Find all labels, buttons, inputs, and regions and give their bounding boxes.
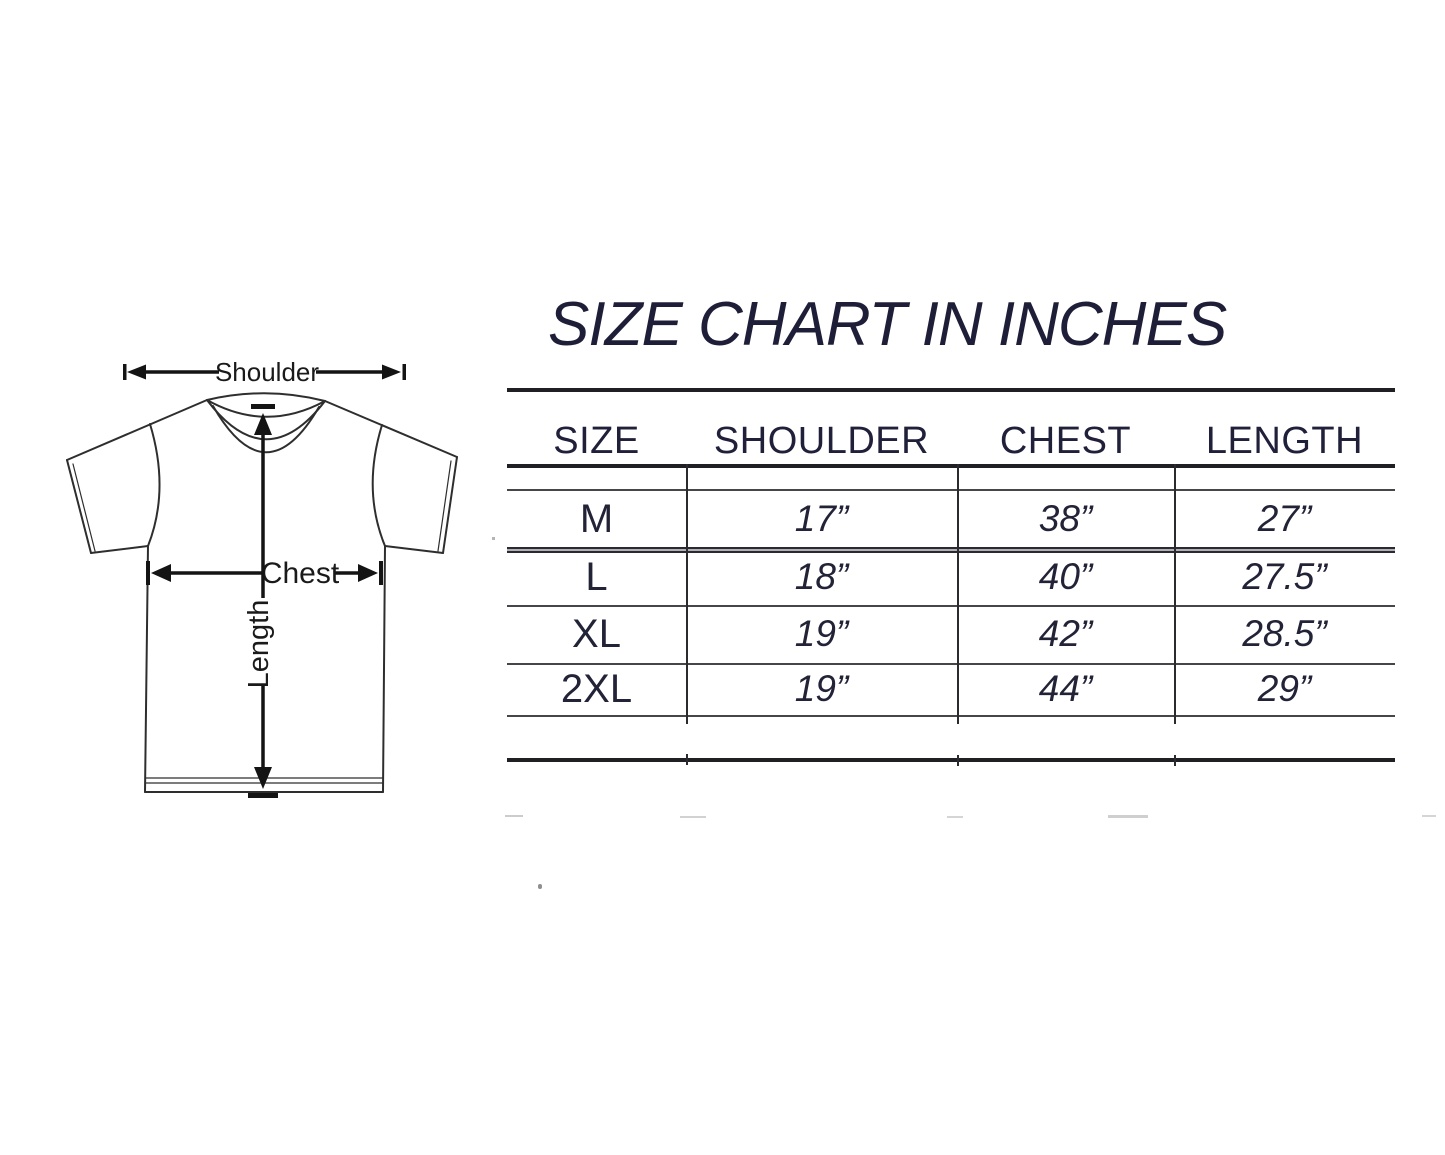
row-m-chest: 38” bbox=[1038, 498, 1093, 539]
length-arrow: Length bbox=[243, 404, 278, 798]
chest-arrow-right-endbar bbox=[379, 561, 383, 585]
column-divider-1 bbox=[686, 464, 688, 724]
table-rule-below-row-2xl bbox=[507, 715, 1395, 717]
left-armhole-seam bbox=[147, 423, 161, 547]
right-shoulder-edge bbox=[324, 400, 458, 458]
row-2xl-length: 29” bbox=[1257, 668, 1312, 709]
chest-arrowhead-left bbox=[151, 564, 171, 582]
table-rule-below-row-l bbox=[507, 605, 1395, 607]
right-cuff-seam bbox=[437, 460, 452, 552]
chest-arrow: Chest bbox=[146, 557, 383, 590]
shoulder-arrowhead-right bbox=[382, 364, 401, 380]
chest-label: Chest bbox=[261, 557, 340, 590]
row-m-shoulder: 17” bbox=[794, 498, 849, 539]
right-sleeve-bottom bbox=[384, 545, 444, 554]
tshirt-diagram: Shoulder Chest Length bbox=[66, 357, 458, 798]
right-cuff-edge bbox=[442, 456, 458, 554]
shoulder-arrow: Shoulder bbox=[123, 357, 406, 387]
length-arrowhead-down bbox=[254, 767, 272, 789]
row-xl-length: 28.5” bbox=[1242, 613, 1327, 654]
column-divider-3 bbox=[1174, 464, 1176, 724]
row-2xl-size: 2XL bbox=[560, 667, 633, 711]
table-rule-above-row-m bbox=[507, 489, 1395, 491]
row-l-shoulder: 18” bbox=[794, 556, 849, 597]
length-arrowhead-up bbox=[254, 413, 272, 435]
scan-artifact bbox=[1108, 815, 1148, 818]
row-l-length: 27.5” bbox=[1242, 556, 1327, 597]
table-top-rule bbox=[507, 388, 1395, 392]
shoulder-arrowhead-left bbox=[127, 364, 146, 380]
length-label: Length bbox=[243, 600, 275, 689]
row-m-size: M bbox=[579, 497, 614, 541]
header-shoulder: SHOULDER bbox=[713, 420, 930, 462]
scan-artifact bbox=[947, 816, 963, 818]
divider-remnant-tick bbox=[686, 754, 688, 765]
table-header-rule bbox=[507, 464, 1395, 468]
row-m-length: 27” bbox=[1257, 498, 1312, 539]
collar-top-edge bbox=[206, 392, 326, 402]
left-shoulder-edge bbox=[66, 399, 208, 461]
row-xl-shoulder: 19” bbox=[794, 613, 849, 654]
row-l-chest: 40” bbox=[1038, 556, 1093, 597]
right-side-edge bbox=[382, 545, 386, 793]
table-double-rule-below-row-m bbox=[507, 547, 1395, 553]
left-cuff-edge bbox=[66, 459, 92, 554]
row-2xl-chest: 44” bbox=[1038, 668, 1093, 709]
table-rule-below-row-xl bbox=[507, 663, 1395, 665]
right-armhole-seam bbox=[371, 424, 386, 547]
divider-remnant-tick bbox=[1174, 755, 1176, 766]
collar-rib-curve bbox=[212, 405, 320, 454]
left-side-edge bbox=[144, 545, 149, 793]
chest-arrow-left-endbar bbox=[146, 561, 150, 585]
scan-artifact bbox=[505, 815, 523, 817]
header-length: LENGTH bbox=[1205, 420, 1364, 462]
length-arrow-top-bar bbox=[251, 404, 275, 409]
scan-artifact bbox=[680, 816, 706, 818]
header-size: SIZE bbox=[553, 420, 640, 462]
table-bottom-rule bbox=[507, 758, 1395, 762]
shoulder-arrow-left-endbar bbox=[123, 364, 127, 380]
chest-arrowhead-right bbox=[358, 564, 378, 582]
collar-front-curve bbox=[206, 399, 326, 441]
row-l-size: L bbox=[585, 555, 608, 599]
row-2xl-shoulder: 19” bbox=[794, 668, 849, 709]
collar-back-curve bbox=[206, 399, 326, 418]
row-xl-size: XL bbox=[572, 612, 621, 656]
header-chest: CHEST bbox=[999, 420, 1132, 462]
scan-artifact bbox=[1422, 815, 1436, 817]
column-divider-2 bbox=[957, 464, 959, 724]
row-xl-chest: 42” bbox=[1038, 613, 1093, 654]
scan-artifact bbox=[538, 884, 542, 889]
shoulder-arrow-right-endbar bbox=[402, 364, 406, 380]
shoulder-label: Shoulder bbox=[215, 357, 319, 387]
scan-artifact bbox=[492, 537, 495, 540]
divider-remnant-tick bbox=[957, 755, 959, 766]
page-title: SIZE CHART IN INCHES bbox=[548, 290, 1227, 359]
length-arrow-bottom-bar bbox=[248, 793, 278, 798]
left-cuff-seam bbox=[72, 463, 96, 552]
left-sleeve-bottom bbox=[90, 545, 149, 554]
